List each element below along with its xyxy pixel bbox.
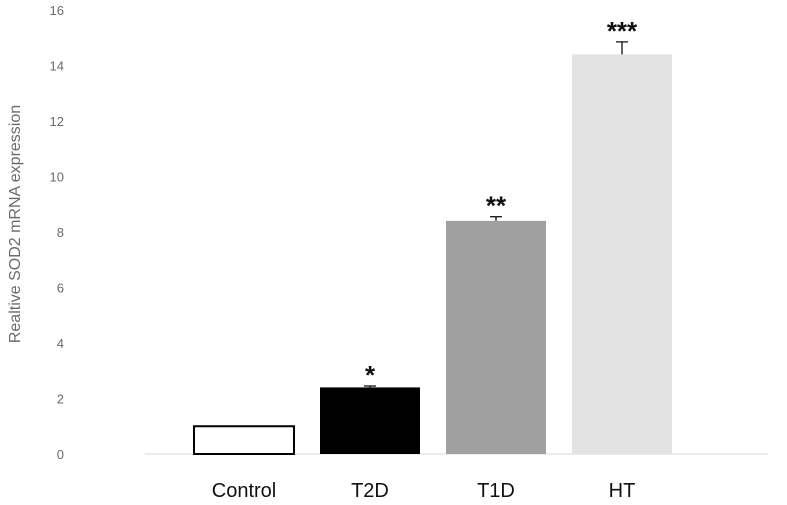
y-tick-label: 6 xyxy=(57,281,64,296)
category-labels: Control T2D T1D HT xyxy=(212,480,636,502)
y-tick-label: 2 xyxy=(57,392,64,407)
y-axis-title: Realtive SOD2 mRNA expression xyxy=(7,105,24,343)
significance-mark: ** xyxy=(486,191,507,221)
bars: ****** xyxy=(193,16,672,455)
error-bar xyxy=(490,216,502,221)
bar-t2d xyxy=(320,387,420,454)
y-tick-label: 4 xyxy=(57,336,64,351)
y-axis-ticks: 0 2 4 6 8 10 12 14 16 xyxy=(50,3,64,462)
significance-mark: * xyxy=(365,360,376,390)
bar-ht xyxy=(572,54,672,455)
y-tick-label: 16 xyxy=(50,3,64,18)
y-tick-label: 12 xyxy=(50,114,64,129)
bar-t1d xyxy=(446,220,546,454)
y-tick-label: 0 xyxy=(57,447,64,462)
bar-control xyxy=(193,425,295,455)
error-bar xyxy=(616,41,628,55)
y-tick-label: 14 xyxy=(50,59,64,74)
category-label-t2d: T2D xyxy=(351,480,389,502)
significance-mark: *** xyxy=(607,16,638,46)
category-label-control: Control xyxy=(212,480,276,502)
error-bar xyxy=(364,385,376,388)
y-tick-label: 8 xyxy=(57,225,64,240)
category-label-ht: HT xyxy=(609,480,636,502)
category-label-t1d: T1D xyxy=(477,480,515,502)
y-tick-label: 10 xyxy=(50,170,64,185)
